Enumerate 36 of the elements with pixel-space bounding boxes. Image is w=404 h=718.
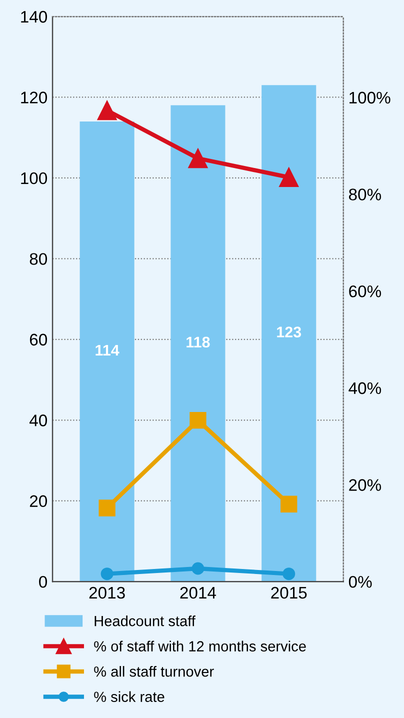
y-tick-label: 0 <box>39 576 48 588</box>
y2-tick-label: 100% <box>350 92 390 104</box>
data-label: 114 <box>96 344 120 356</box>
x-tick-label: 2015 <box>271 586 307 599</box>
point <box>190 412 206 429</box>
y-tick-label: 40 <box>30 414 48 426</box>
point <box>282 568 296 580</box>
point <box>188 148 208 168</box>
legend-label: % all staff turnover <box>94 666 214 677</box>
data-label: 118 <box>186 336 210 348</box>
x-tick-label: 2013 <box>89 586 125 599</box>
point <box>279 168 299 187</box>
bar <box>170 105 226 582</box>
y-tick-label: 60 <box>30 334 48 346</box>
point <box>98 500 116 516</box>
y-tick-label: 80 <box>30 253 48 265</box>
y-tick-label: 140 <box>21 10 48 23</box>
y2-tick-label: 60% <box>349 285 382 298</box>
point <box>97 100 117 120</box>
y2-tick-label: 80% <box>348 188 382 200</box>
legend-label: % of staff with 12 months service <box>94 640 306 652</box>
bar <box>262 85 316 582</box>
legend-label: % sick rate <box>94 691 164 702</box>
bar <box>80 121 134 582</box>
legend-label: Headcount staff <box>94 615 196 626</box>
x-tick-label: 2014 <box>180 586 216 599</box>
y-tick-label: 120 <box>21 92 48 104</box>
y2-tick-label: 0% <box>348 576 372 588</box>
point <box>100 568 114 580</box>
point <box>192 562 204 575</box>
data-label: 123 <box>277 326 302 338</box>
y2-tick-label: 40% <box>348 382 382 394</box>
y2-tick-label: 20% <box>349 479 382 491</box>
y-tick-label: 100 <box>21 172 48 184</box>
y-tick-label: 20 <box>30 495 48 508</box>
point <box>280 496 298 512</box>
